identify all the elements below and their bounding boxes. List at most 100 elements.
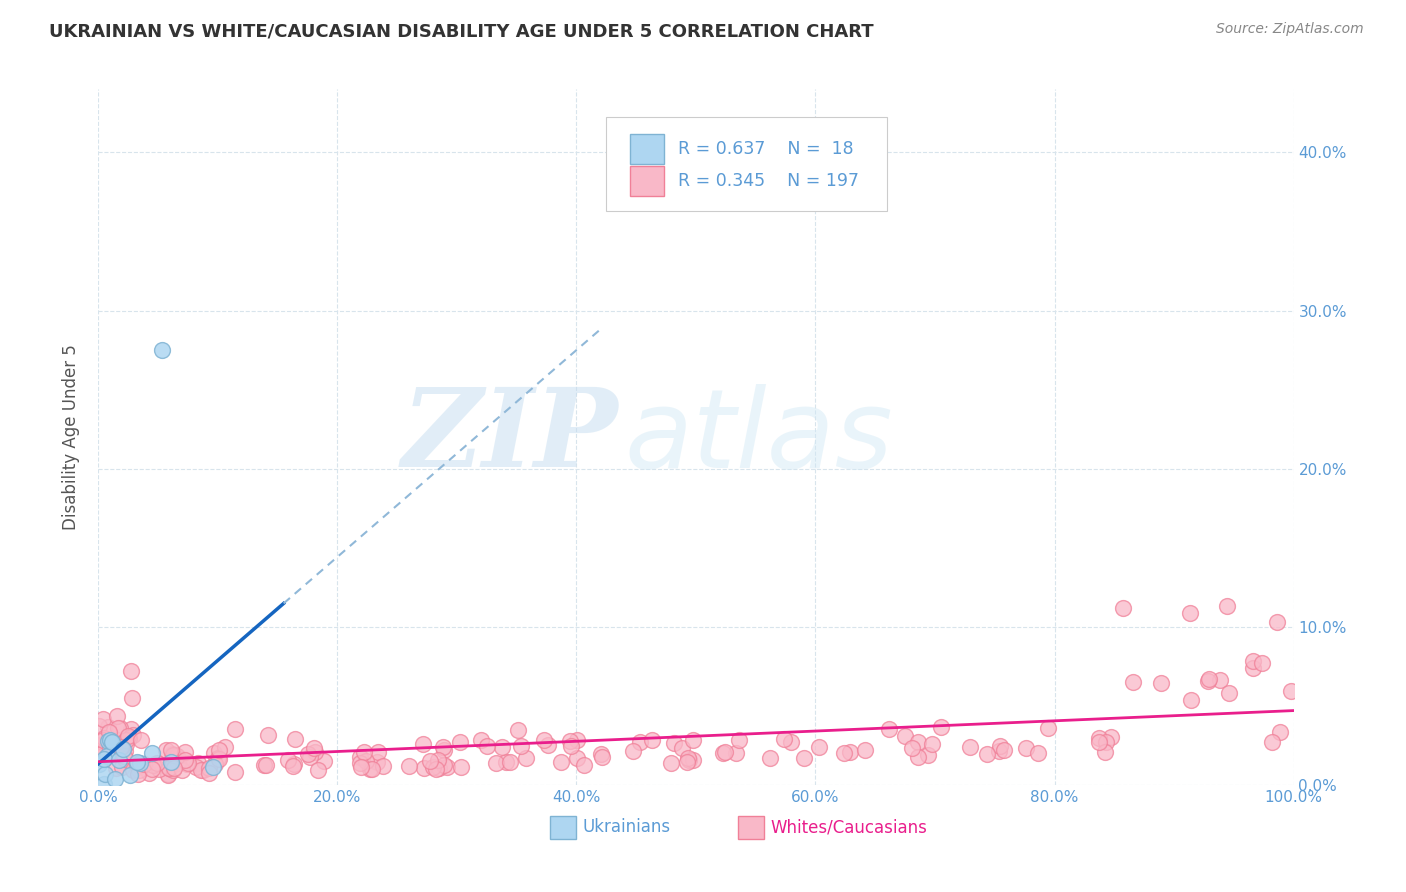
Point (93, 739, 115, 753)
Point (176, 756, 198, 771)
Point (1279, 684, 1302, 698)
Point (105, 708, 128, 723)
Point (104, 772, 127, 786)
Point (450, 760, 472, 774)
Point (839, 745, 862, 759)
Text: ZIP: ZIP (402, 384, 619, 491)
Point (131, 732, 153, 747)
Point (1088, 731, 1111, 746)
Point (591, 750, 613, 764)
Point (1265, 615, 1288, 629)
Text: Whites/Caucasians: Whites/Caucasians (770, 818, 927, 837)
Point (115, 737, 138, 751)
Point (107, 721, 129, 735)
Point (307, 764, 329, 778)
Point (125, 755, 148, 769)
Point (127, 767, 149, 781)
Point (120, 664, 142, 678)
Point (198, 760, 221, 774)
Point (111, 742, 134, 756)
Point (128, 764, 150, 778)
Point (314, 754, 336, 768)
Point (148, 762, 170, 776)
Point (120, 768, 142, 782)
Point (659, 756, 682, 770)
Point (558, 733, 581, 747)
Point (97, 733, 120, 747)
Point (104, 743, 127, 757)
Point (877, 722, 900, 736)
Point (114, 752, 136, 766)
Point (1268, 725, 1291, 739)
Point (202, 746, 225, 760)
Point (1088, 734, 1111, 748)
Point (359, 762, 381, 776)
Point (177, 756, 200, 770)
Point (197, 765, 219, 780)
Point (91, 746, 114, 760)
Point (793, 751, 815, 765)
Point (98, 734, 121, 748)
Point (621, 744, 644, 758)
Point (283, 756, 305, 771)
Point (125, 757, 148, 772)
Text: atlas: atlas (624, 384, 893, 491)
Bar (550, 816, 576, 838)
Point (353, 746, 375, 760)
Point (87, 739, 110, 753)
Point (432, 740, 454, 755)
Point (976, 747, 998, 761)
Point (1036, 721, 1059, 735)
Point (157, 761, 180, 775)
Point (142, 758, 165, 772)
Point (506, 723, 529, 738)
Point (773, 732, 796, 747)
Point (422, 760, 444, 774)
Point (155, 743, 177, 757)
Point (413, 761, 436, 775)
Point (565, 732, 588, 747)
Point (141, 762, 163, 776)
Point (1094, 745, 1116, 759)
Point (1241, 654, 1264, 668)
Text: Ukrainians: Ukrainians (582, 818, 671, 837)
Point (398, 759, 420, 773)
Point (89, 749, 111, 764)
Point (114, 732, 136, 747)
Point (254, 757, 277, 772)
Point (159, 760, 181, 774)
Point (893, 729, 915, 743)
Point (281, 759, 304, 773)
Point (907, 735, 929, 749)
Point (515, 750, 537, 764)
Point (436, 760, 458, 774)
Point (1112, 600, 1135, 615)
Point (224, 723, 246, 737)
Point (676, 755, 699, 769)
Point (371, 759, 394, 773)
Point (201, 760, 224, 774)
Point (214, 739, 236, 754)
Point (832, 746, 855, 760)
Point (277, 754, 299, 768)
Point (165, 748, 187, 763)
Point (150, 343, 173, 357)
Point (107, 733, 129, 747)
Point (993, 743, 1015, 757)
Point (97, 746, 120, 760)
Point (1241, 661, 1264, 675)
Point (349, 756, 371, 771)
Point (495, 756, 517, 770)
Point (470, 732, 492, 747)
Point (166, 748, 188, 763)
Point (100, 735, 122, 749)
Point (160, 747, 183, 761)
Point (162, 750, 184, 764)
Point (725, 747, 748, 761)
Point (426, 753, 449, 767)
Point (167, 756, 190, 770)
Point (713, 745, 735, 759)
Point (208, 743, 231, 757)
Point (354, 755, 377, 769)
Bar (630, 167, 664, 195)
